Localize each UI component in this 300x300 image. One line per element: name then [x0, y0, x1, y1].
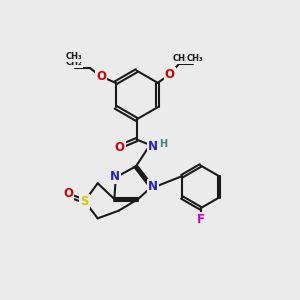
Text: O: O: [115, 141, 125, 154]
Text: CH₂: CH₂: [65, 58, 82, 67]
Text: N: N: [110, 170, 120, 183]
Text: O: O: [63, 188, 73, 200]
Text: CH₂: CH₂: [172, 54, 189, 63]
Text: CH₃: CH₃: [187, 54, 203, 63]
Text: S: S: [80, 195, 89, 208]
Text: H: H: [159, 140, 167, 149]
Text: F: F: [196, 213, 205, 226]
Text: N: N: [148, 140, 158, 153]
Text: CH₃: CH₃: [65, 52, 82, 61]
Text: O: O: [165, 68, 175, 81]
Text: N: N: [148, 180, 158, 194]
Text: O: O: [96, 70, 106, 83]
